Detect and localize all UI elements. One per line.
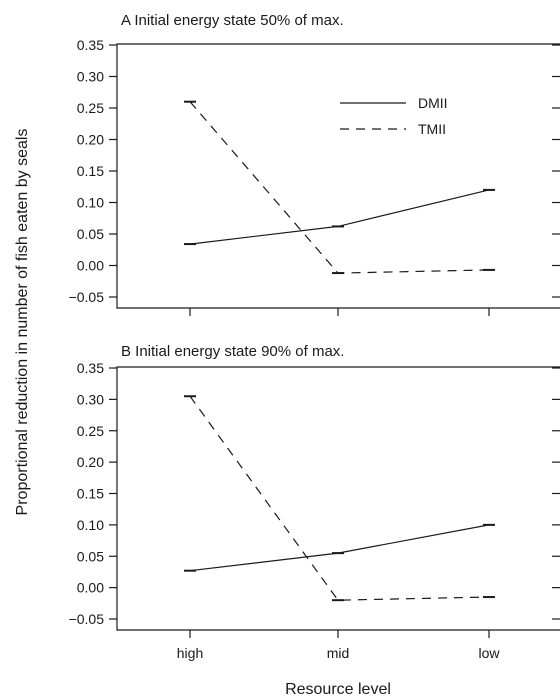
x-axis-title: Resource level — [285, 681, 391, 698]
x-tick-label: low — [478, 645, 500, 661]
panel-a: A Initial energy state 50% of max. −0.05 0… — [69, 12, 560, 316]
y-tick-label: 0.05 — [77, 226, 104, 242]
y-tick-label: 0.20 — [77, 454, 104, 470]
x-tick-label: mid — [327, 645, 350, 661]
y-tick-label: 0.25 — [77, 100, 104, 116]
y-tick-label: 0.15 — [77, 163, 104, 179]
x-tick-label: high — [177, 645, 203, 661]
series-line-dmii — [189, 189, 490, 245]
y-tick-label: −0.05 — [69, 289, 105, 305]
axis-frame — [116, 366, 560, 631]
y-tick-label: 0.10 — [77, 195, 104, 211]
y-tick-label: 0.20 — [77, 132, 104, 148]
y-tick-label: 0.25 — [77, 423, 104, 439]
panel-b: B Initial energy state 90% of max. −0.05 0… — [69, 343, 560, 661]
y-tick-label: 0.35 — [77, 37, 104, 53]
y-tick-label: 0.15 — [77, 486, 104, 502]
y-tick-label: 0.30 — [77, 69, 104, 85]
y-tick-label: 0.00 — [77, 258, 104, 274]
panel-title: B Initial energy state 90% of max. — [121, 343, 344, 360]
legend-label-dmii: DMII — [418, 95, 448, 111]
y-tick-label: 0.10 — [77, 517, 104, 533]
y-axis-title: Proportional reduction in number of fish… — [14, 129, 31, 516]
y-tick-label: −0.05 — [69, 611, 105, 627]
y-tick-label: 0.00 — [77, 580, 104, 596]
axis-frame — [116, 43, 560, 309]
panels: A Initial energy state 50% of max. −0.05 0… — [69, 12, 560, 661]
y-tick-label: 0.30 — [77, 391, 104, 407]
legend-label-tmii: TMII — [418, 121, 446, 137]
y-tick-label: 0.05 — [77, 548, 104, 564]
series-line-tmii — [189, 395, 490, 601]
y-tick-label: 0.35 — [77, 360, 104, 376]
series-line-dmii — [189, 524, 490, 572]
panel-title: A Initial energy state 50% of max. — [121, 12, 344, 29]
